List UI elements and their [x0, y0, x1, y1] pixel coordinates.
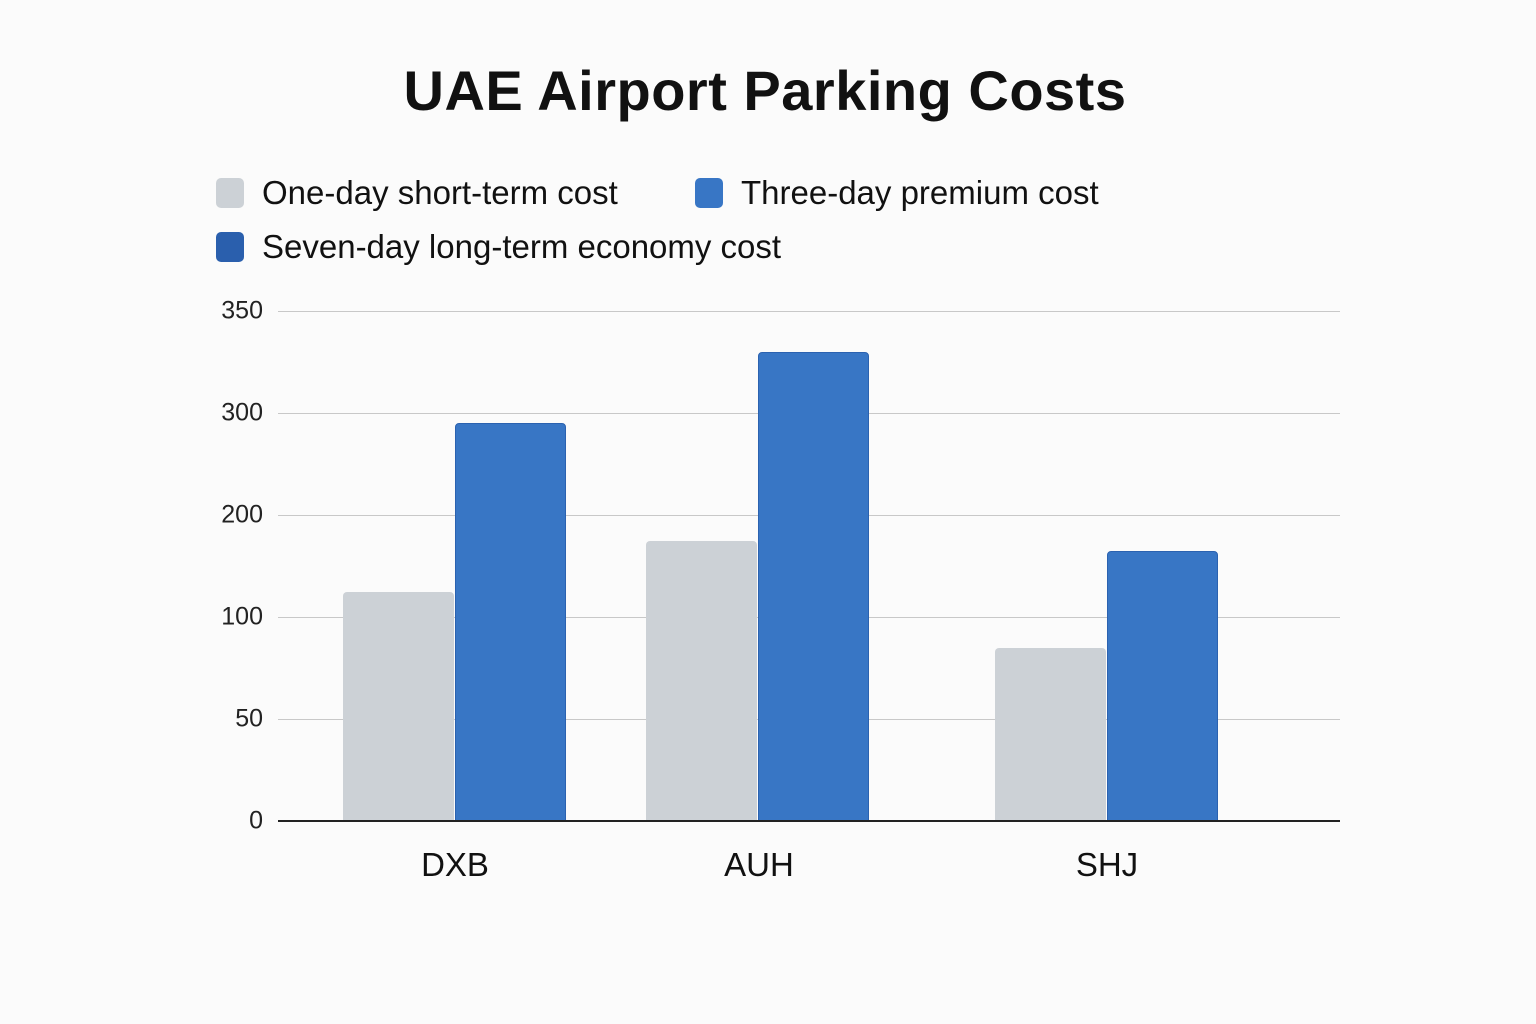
- gridline: [278, 311, 1340, 312]
- legend-swatch-blue-icon: [695, 178, 723, 208]
- legend-item-seven-day: Seven-day long-term economy cost: [216, 228, 781, 266]
- y-tick-label: 0: [249, 806, 263, 835]
- bar-auh-series-0[interactable]: [646, 540, 757, 821]
- bar-shj-series-0[interactable]: [995, 647, 1106, 821]
- legend-label: Seven-day long-term economy cost: [262, 228, 782, 265]
- legend-swatch-dark-blue-icon: [216, 232, 244, 262]
- bar-shj-series-1[interactable]: [1107, 550, 1218, 821]
- legend-item-three-day: Three-day premium cost: [695, 174, 1099, 212]
- legend-label: Three-day premium cost: [741, 174, 1099, 211]
- y-tick-label: 100: [221, 602, 263, 631]
- chart-title: UAE Airport Parking Costs: [403, 59, 1127, 122]
- bar-auh-series-1[interactable]: [758, 351, 869, 821]
- y-tick-label: 50: [235, 704, 263, 733]
- legend-item-one-day: One-day short-term cost: [216, 174, 618, 212]
- legend-swatch-gray-icon: [216, 178, 244, 208]
- y-tick-label: 200: [221, 500, 263, 529]
- x-tick-label: SHJ: [1075, 846, 1139, 883]
- x-axis-line: [278, 820, 1340, 822]
- y-tick-label: 350: [221, 296, 263, 325]
- bar-dxb-series-1[interactable]: [455, 423, 566, 821]
- legend-label: One-day short-term cost: [262, 174, 618, 211]
- x-tick-label: DXB: [421, 846, 489, 883]
- y-tick-label: 300: [221, 398, 263, 427]
- x-tick-label: AUH: [724, 846, 794, 883]
- bar-dxb-series-0[interactable]: [343, 591, 454, 821]
